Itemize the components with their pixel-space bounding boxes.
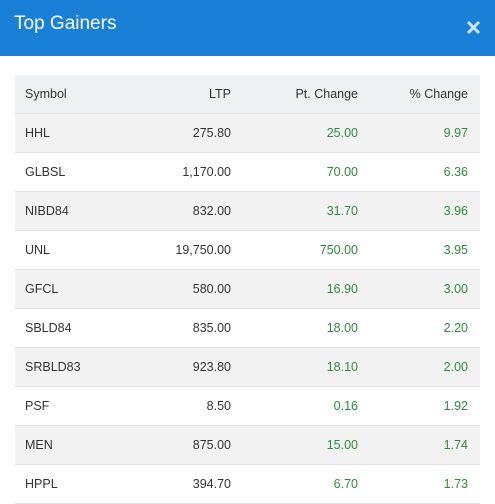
table-row: GFCL 580.00 16.90 3.00 xyxy=(15,269,480,309)
table-cell: 835.00 xyxy=(125,308,231,348)
table-cell: 19,750.00 xyxy=(125,230,231,270)
table-cell: 394.70 xyxy=(125,464,231,504)
modal-title: Top Gainers xyxy=(14,13,117,34)
table-cell: UNL xyxy=(15,230,125,270)
table-row: SRBLD83 923.80 18.10 2.00 xyxy=(15,347,480,387)
table-cell: 3.96 xyxy=(360,191,480,231)
table-cell: 1.74 xyxy=(360,425,480,465)
table-wrap: Symbol LTP Pt. Change% Change HHL 275.80 25.… xyxy=(15,75,480,504)
table-body: HHL 275.80 25.00 9.97 GLBSL 1,170.00 70.00 6.36… xyxy=(15,113,480,504)
table-cell: 18.00 xyxy=(231,308,360,348)
table-cell: 25.00 xyxy=(231,113,360,153)
column-header: Symbol xyxy=(15,75,125,114)
table-cell: 6.36 xyxy=(360,152,480,192)
table-row: GLBSL 1,170.00 70.00 6.36 xyxy=(15,152,480,192)
modal-header: Top Gainers xyxy=(0,0,495,56)
table-cell: SRBLD83 xyxy=(15,347,125,387)
table-cell: 580.00 xyxy=(125,269,231,309)
table-cell: 1,170.00 xyxy=(125,152,231,192)
table-cell: 31.70 xyxy=(231,191,360,231)
table-row: HPPL 394.70 6.70 1.73 xyxy=(15,464,480,504)
table-cell: 15.00 xyxy=(231,425,360,465)
table-cell: 275.80 xyxy=(125,113,231,153)
table-row: SBLD84 835.00 18.00 2.20 xyxy=(15,308,480,348)
gainers-table: Symbol LTP Pt. Change% Change HHL 275.80 25.… xyxy=(15,75,480,504)
table-cell: 0.16 xyxy=(231,386,360,426)
table-cell: 70.00 xyxy=(231,152,360,192)
table-cell: 875.00 xyxy=(125,425,231,465)
table-cell: 2.20 xyxy=(360,308,480,348)
column-header: % Change xyxy=(360,75,480,114)
table-cell: NIBD84 xyxy=(15,191,125,231)
table-cell: HHL xyxy=(15,113,125,153)
table-cell: 18.10 xyxy=(231,347,360,387)
table-cell: 8.50 xyxy=(125,386,231,426)
table-cell: 1.73 xyxy=(360,464,480,504)
table-cell: HPPL xyxy=(15,464,125,504)
header-row: Symbol LTP Pt. Change% Change xyxy=(15,75,480,114)
table-cell: 9.97 xyxy=(360,113,480,153)
table-row: PSF 8.50 0.16 1.92 xyxy=(15,386,480,426)
column-header: LTP xyxy=(125,75,231,114)
table-cell: MEN xyxy=(15,425,125,465)
table-cell: 16.90 xyxy=(231,269,360,309)
column-header: Pt. Change xyxy=(231,75,360,114)
table-cell: PSF xyxy=(15,386,125,426)
table-row: UNL 19,750.00 750.00 3.95 xyxy=(15,230,480,270)
table-cell: 750.00 xyxy=(231,230,360,270)
table-cell: 3.95 xyxy=(360,230,480,270)
table-cell: 1.92 xyxy=(360,386,480,426)
table-cell: GFCL xyxy=(15,269,125,309)
table-cell: 923.80 xyxy=(125,347,231,387)
table-cell: 6.70 xyxy=(231,464,360,504)
close-button[interactable] xyxy=(466,20,481,35)
table-cell: 2.00 xyxy=(360,347,480,387)
table-cell: 832.00 xyxy=(125,191,231,231)
table-cell: SBLD84 xyxy=(15,308,125,348)
table-row: NIBD84 832.00 31.70 3.96 xyxy=(15,191,480,231)
table-cell: GLBSL xyxy=(15,152,125,192)
table-row: MEN 875.00 15.00 1.74 xyxy=(15,425,480,465)
table-cell: 3.00 xyxy=(360,269,480,309)
table-row: HHL 275.80 25.00 9.97 xyxy=(15,113,480,153)
